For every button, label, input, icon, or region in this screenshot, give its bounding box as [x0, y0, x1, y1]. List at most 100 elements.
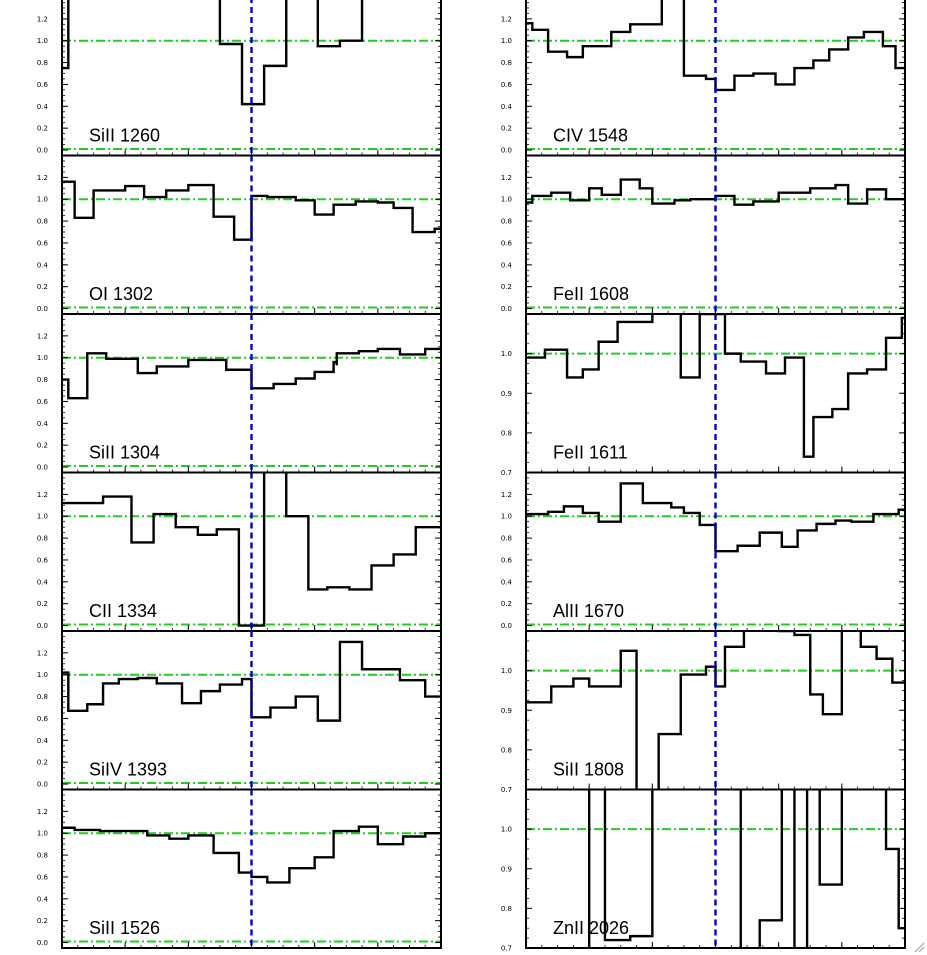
y-tick-label: 0.2: [37, 917, 48, 925]
y-tick-label: 0.4: [37, 578, 49, 586]
flux-step-line: [526, 178, 905, 206]
y-tick-label: 0.6: [501, 239, 513, 247]
panel-label: OI 1302: [89, 284, 153, 304]
y-tick-label: 0.4: [37, 261, 49, 269]
y-tick-label: 0.0: [501, 622, 512, 630]
flux-step-line: [62, 180, 441, 241]
y-tick-label: 0.0: [37, 464, 48, 472]
y-tick-label: 1.2: [37, 649, 48, 657]
y-tick-label: 1.0: [501, 37, 512, 45]
panel-siii-1260: 0.0 0.2 0.4 0.6 0.8 1.0 1.2 SiII 1260: [37, 0, 442, 157]
y-tick-label: 0.6: [501, 556, 513, 564]
y-tick-label: 1.0: [501, 196, 512, 204]
y-tick-label: 0.2: [37, 442, 48, 450]
panel-label: SiII 1304: [89, 443, 160, 463]
panel-cii-1334: 0.0 0.2 0.4 0.6 0.8 1.0 1.2 CII 1334: [37, 471, 442, 632]
y-tick-label: 0.7: [501, 786, 512, 794]
y-tick-label: 0.0: [37, 305, 48, 313]
panel-label: AlII 1670: [553, 601, 624, 621]
resize-grip-icon[interactable]: [913, 941, 925, 953]
y-tick-label: 1.0: [37, 354, 48, 362]
y-tick-label: 0.4: [37, 895, 49, 903]
y-tick-label: 0.4: [501, 578, 513, 586]
y-tick-label: 0.8: [501, 218, 512, 226]
y-tick-label: 1.2: [37, 491, 48, 499]
y-tick-label: 0.2: [501, 125, 512, 133]
y-tick-label: 0.7: [501, 945, 512, 953]
panel-oi-1302: 0.0 0.2 0.4 0.6 0.8 1.0 1.2 OI 1302: [37, 154, 442, 315]
y-tick-label: 0.9: [501, 390, 512, 398]
flux-step-line: [62, 825, 441, 884]
y-tick-label: 0.2: [37, 283, 48, 291]
y-tick-label: 1.0: [501, 667, 512, 675]
y-tick-label: 0.8: [37, 59, 48, 67]
panel-label: SiII 1260: [89, 126, 160, 146]
y-tick-label: 1.2: [37, 808, 48, 816]
y-tick-label: 0.6: [37, 556, 49, 564]
y-tick-label: 1.0: [501, 350, 512, 358]
y-tick-label: 0.7: [501, 469, 512, 477]
panel-siii-1304: 0.0 0.2 0.4 0.6 0.8 1.0 1.2 SiII 1304: [37, 313, 442, 474]
y-tick-label: 1.2: [37, 332, 48, 340]
panel-siii-1808: 0.7 0.8 0.9 1.0 SiII 1808: [501, 630, 906, 794]
flux-step-line: [62, 640, 441, 722]
y-tick-label: 0.0: [37, 781, 48, 789]
panel-label: SiII 1808: [553, 760, 624, 780]
flux-step-line: [62, 472, 441, 627]
y-tick-label: 0.8: [37, 535, 48, 543]
flux-step-line: [526, 0, 905, 92]
y-tick-label: 0.8: [501, 746, 512, 754]
y-tick-label: 1.2: [501, 174, 512, 182]
panel-alii-1670: 0.0 0.2 0.4 0.6 0.8 1.0 1.2 AlII 1670: [501, 471, 906, 632]
y-tick-label: 0.4: [501, 103, 513, 111]
y-tick-label: 1.0: [501, 826, 512, 834]
y-tick-label: 0.4: [501, 261, 513, 269]
y-tick-label: 0.4: [37, 420, 49, 428]
flux-step-line: [62, 347, 441, 400]
y-tick-label: 0.6: [37, 81, 49, 89]
y-tick-label: 1.0: [37, 830, 48, 838]
panel-civ-1548: 0.0 0.2 0.4 0.6 0.8 1.0 1.2 CIV 1548: [501, 0, 906, 157]
y-tick-label: 1.0: [37, 196, 48, 204]
y-tick-label: 1.0: [37, 37, 48, 45]
flux-step-line: [62, 0, 364, 106]
y-tick-label: 0.0: [37, 147, 48, 155]
y-tick-label: 0.6: [37, 873, 49, 881]
y-tick-label: 0.2: [501, 600, 512, 608]
panel-label: CIV 1548: [553, 126, 628, 146]
y-tick-label: 1.2: [37, 174, 48, 182]
y-tick-label: 0.0: [501, 305, 512, 313]
y-tick-label: 0.4: [37, 103, 49, 111]
panel-siiv-1393: 0.0 0.2 0.4 0.6 0.8 1.0 1.2 SiIV 1393: [37, 630, 442, 791]
panel-feii-1608: 0.0 0.2 0.4 0.6 0.8 1.0 1.2 FeII 1608: [501, 154, 906, 315]
y-tick-label: 0.6: [37, 715, 49, 723]
y-tick-label: 0.8: [501, 535, 512, 543]
y-tick-label: 0.2: [501, 283, 512, 291]
flux-step-line: [526, 631, 905, 790]
flux-step-line: [587, 789, 905, 948]
y-tick-label: 0.8: [37, 218, 48, 226]
panel-label: SiII 1526: [89, 918, 160, 938]
y-tick-label: 1.0: [37, 513, 48, 521]
flux-step-line: [526, 314, 905, 458]
y-tick-label: 0.8: [37, 693, 48, 701]
y-tick-label: 0.8: [501, 59, 512, 67]
y-tick-label: 0.6: [501, 81, 513, 89]
y-tick-label: 1.2: [501, 15, 512, 23]
y-tick-label: 0.8: [37, 852, 48, 860]
y-tick-label: 0.9: [501, 865, 512, 873]
panel-label: FeII 1611: [553, 443, 628, 463]
y-tick-label: 0.4: [37, 737, 49, 745]
y-tick-label: 0.2: [37, 759, 48, 767]
y-tick-label: 0.8: [501, 905, 512, 913]
y-tick-label: 0.6: [37, 398, 49, 406]
y-tick-label: 0.0: [37, 622, 48, 630]
y-tick-label: 0.2: [37, 125, 48, 133]
y-tick-label: 0.0: [501, 147, 512, 155]
y-tick-label: 1.2: [37, 15, 48, 23]
y-tick-label: 0.8: [501, 429, 512, 437]
y-tick-label: 0.6: [37, 239, 49, 247]
